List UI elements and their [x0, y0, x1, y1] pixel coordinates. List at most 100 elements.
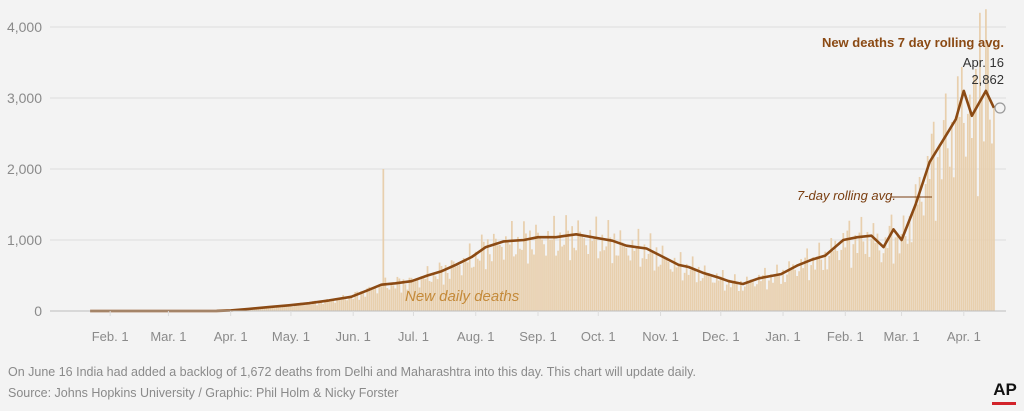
- daily-deaths-bar: [848, 220, 851, 311]
- daily-deaths-bar: [292, 306, 294, 311]
- daily-deaths-bar: [346, 300, 349, 311]
- daily-deaths-bar: [808, 280, 811, 311]
- daily-deaths-bar: [958, 116, 961, 311]
- daily-deaths-bar: [623, 244, 626, 311]
- daily-deaths-bar: [460, 275, 463, 311]
- daily-deaths-bar: [498, 244, 501, 311]
- daily-deaths-bar: [422, 276, 425, 311]
- y-tick-label: 1,000: [7, 232, 42, 248]
- daily-deaths-bar: [555, 255, 557, 311]
- daily-deaths-bar: [707, 272, 710, 311]
- daily-deaths-bar: [450, 260, 453, 311]
- daily-deaths-bar: [922, 215, 925, 311]
- daily-deaths-bar: [362, 293, 365, 311]
- daily-deaths-bar: [691, 256, 694, 311]
- daily-deaths-bar: [314, 300, 316, 311]
- daily-deaths-bar: [384, 277, 387, 311]
- daily-deaths-bar: [338, 298, 340, 311]
- daily-deaths-bar: [382, 169, 385, 311]
- daily-deaths-bar: [667, 261, 670, 311]
- daily-deaths-bar: [844, 247, 847, 311]
- daily-deaths-bar: [719, 276, 722, 311]
- daily-deaths-bar: [860, 216, 863, 311]
- daily-deaths-bar: [906, 243, 909, 311]
- daily-deaths-bar: [663, 257, 666, 311]
- daily-deaths-bar: [342, 295, 345, 311]
- daily-deaths-bar: [981, 98, 983, 311]
- daily-deaths-bar: [549, 239, 551, 311]
- daily-deaths-bar: [908, 216, 911, 311]
- daily-deaths-bar: [462, 258, 465, 311]
- daily-deaths-bar: [328, 300, 330, 311]
- daily-deaths-bar: [551, 239, 553, 311]
- daily-deaths-bar: [633, 250, 636, 311]
- daily-deaths-bar: [880, 262, 883, 311]
- daily-deaths-bar: [679, 252, 682, 311]
- daily-deaths-bar: [979, 12, 981, 312]
- daily-deaths-bar: [938, 143, 941, 311]
- daily-deaths-bar: [472, 266, 475, 311]
- daily-deaths-bar: [531, 249, 533, 311]
- daily-deaths-bar: [505, 236, 507, 311]
- daily-deaths-bar: [567, 230, 569, 311]
- daily-deaths-bar: [511, 221, 513, 311]
- daily-deaths-bar: [537, 232, 539, 311]
- daily-deaths-bar: [488, 254, 491, 311]
- daily-deaths-bar: [661, 245, 664, 311]
- daily-deaths-bar: [762, 275, 764, 311]
- daily-deaths-bar: [458, 264, 461, 311]
- daily-deaths-bar: [591, 240, 594, 311]
- daily-deaths-bar: [770, 274, 772, 311]
- daily-deaths-bar: [476, 258, 479, 311]
- daily-deaths-bar: [689, 269, 692, 311]
- daily-deaths-bar: [354, 292, 357, 311]
- daily-deaths-bar: [900, 233, 903, 311]
- daily-deaths-bar: [768, 280, 770, 311]
- daily-deaths-bar: [721, 270, 724, 311]
- daily-deaths-bar: [910, 242, 913, 311]
- daily-deaths-bar: [286, 305, 288, 311]
- daily-deaths-bar: [738, 291, 740, 311]
- daily-deaths-bar: [263, 307, 266, 311]
- daily-deaths-bar: [619, 230, 622, 311]
- daily-deaths-bar: [874, 242, 877, 311]
- daily-deaths-bar: [276, 306, 278, 311]
- daily-deaths-bar: [470, 267, 473, 311]
- daily-deaths-bar: [410, 277, 413, 311]
- x-tick-label: Jan. 1: [765, 329, 800, 344]
- daily-deaths-bar: [509, 244, 511, 311]
- daily-deaths-bar: [740, 281, 742, 311]
- daily-deaths-bar: [308, 303, 310, 311]
- daily-deaths-bar: [878, 250, 881, 311]
- x-tick-label: Nov. 1: [642, 329, 679, 344]
- daily-deaths-bar: [868, 256, 871, 311]
- daily-deaths-bar: [302, 304, 304, 311]
- daily-deaths-bar: [500, 246, 503, 311]
- daily-deaths-bar: [358, 299, 361, 311]
- daily-deaths-bar: [406, 289, 409, 311]
- daily-deaths-bar: [655, 247, 658, 311]
- daily-deaths-bar: [430, 281, 433, 311]
- daily-deaths-bar: [930, 133, 933, 311]
- daily-deaths-bar: [932, 121, 935, 311]
- daily-deaths-bar: [944, 93, 947, 312]
- daily-deaths-bar: [300, 302, 302, 311]
- daily-deaths-bar: [810, 265, 813, 311]
- daily-deaths-bar: [573, 247, 576, 311]
- daily-deaths-bar: [627, 255, 630, 311]
- daily-deaths-bar: [842, 233, 845, 311]
- y-tick-label: 2,000: [7, 161, 42, 177]
- x-tick-label: Mar. 1: [150, 329, 186, 344]
- ap-logo: AP: [993, 380, 1017, 399]
- daily-deaths-bar: [607, 220, 610, 311]
- daily-deaths-bar: [376, 293, 379, 311]
- daily-deaths-bar: [432, 272, 435, 311]
- daily-deaths-bar: [898, 253, 901, 311]
- daily-deaths-bar: [866, 231, 869, 311]
- daily-deaths-bar: [912, 210, 915, 311]
- avg-series-label: 7-day rolling avg.: [797, 188, 896, 203]
- daily-deaths-bar: [987, 46, 989, 312]
- daily-deaths-bar: [366, 288, 369, 311]
- daily-deaths-bar: [519, 248, 521, 311]
- daily-deaths-bar: [545, 255, 547, 311]
